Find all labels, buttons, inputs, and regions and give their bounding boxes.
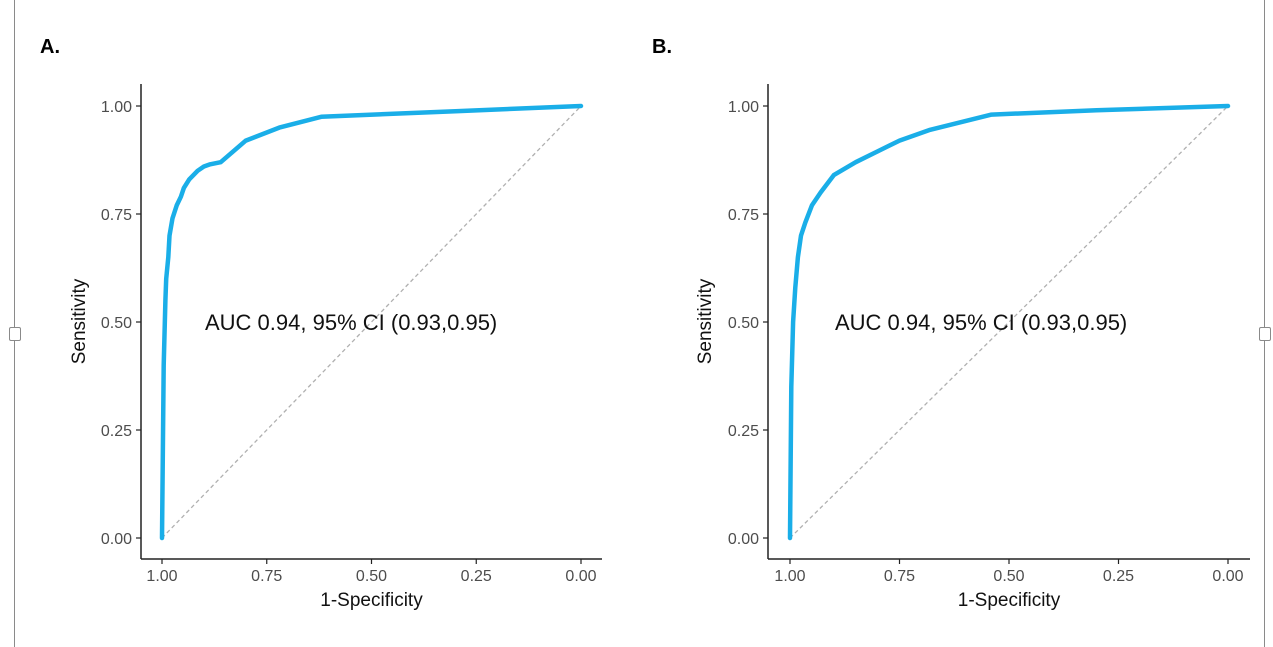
x-axis-title: 1-Specificity [958, 590, 1061, 611]
page-border-right [1264, 0, 1265, 647]
roc-curve [159, 103, 584, 541]
x-tick-label: 0.00 [1212, 568, 1243, 585]
y-axis-title: Sensitivity [69, 278, 90, 364]
y-axis-title: Sensitivity [695, 278, 716, 364]
panel-label-b: B. [652, 36, 672, 58]
resize-handle-left[interactable] [9, 327, 21, 341]
reference-diagonal-line [789, 105, 1229, 539]
y-tick-label: 1.00 [728, 99, 759, 116]
x-tick-label: 0.75 [251, 568, 282, 585]
auc-annotation: AUC 0.94, 95% CI (0.93,0.95) [205, 310, 497, 335]
x-tick-label: 0.25 [461, 568, 492, 585]
x-tick-label: 0.50 [356, 568, 387, 585]
x-tick-label: 1.00 [774, 568, 805, 585]
x-tick-label: 0.00 [565, 568, 596, 585]
y-tick-label: 0.50 [728, 315, 759, 332]
resize-handle-right[interactable] [1259, 327, 1271, 341]
panel-label-a: A. [40, 36, 60, 58]
roc-curve [787, 103, 1231, 541]
page-border-left [14, 0, 15, 647]
y-tick-label: 0.50 [101, 315, 132, 332]
x-tick-label: 0.25 [1103, 568, 1134, 585]
auc-annotation: AUC 0.94, 95% CI (0.93,0.95) [835, 310, 1127, 335]
y-tick-label: 0.75 [101, 207, 132, 224]
y-tick-label: 0.00 [101, 531, 132, 548]
y-tick-label: 0.00 [728, 531, 759, 548]
x-tick-label: 0.50 [993, 568, 1024, 585]
y-tick-label: 0.75 [728, 207, 759, 224]
x-tick-label: 1.00 [146, 568, 177, 585]
x-tick-label: 0.75 [884, 568, 915, 585]
reference-diagonal-line [161, 105, 582, 539]
y-tick-label: 0.25 [101, 423, 132, 440]
y-tick-label: 1.00 [101, 99, 132, 116]
x-axis-title: 1-Specificity [320, 590, 423, 611]
y-tick-label: 0.25 [728, 423, 759, 440]
